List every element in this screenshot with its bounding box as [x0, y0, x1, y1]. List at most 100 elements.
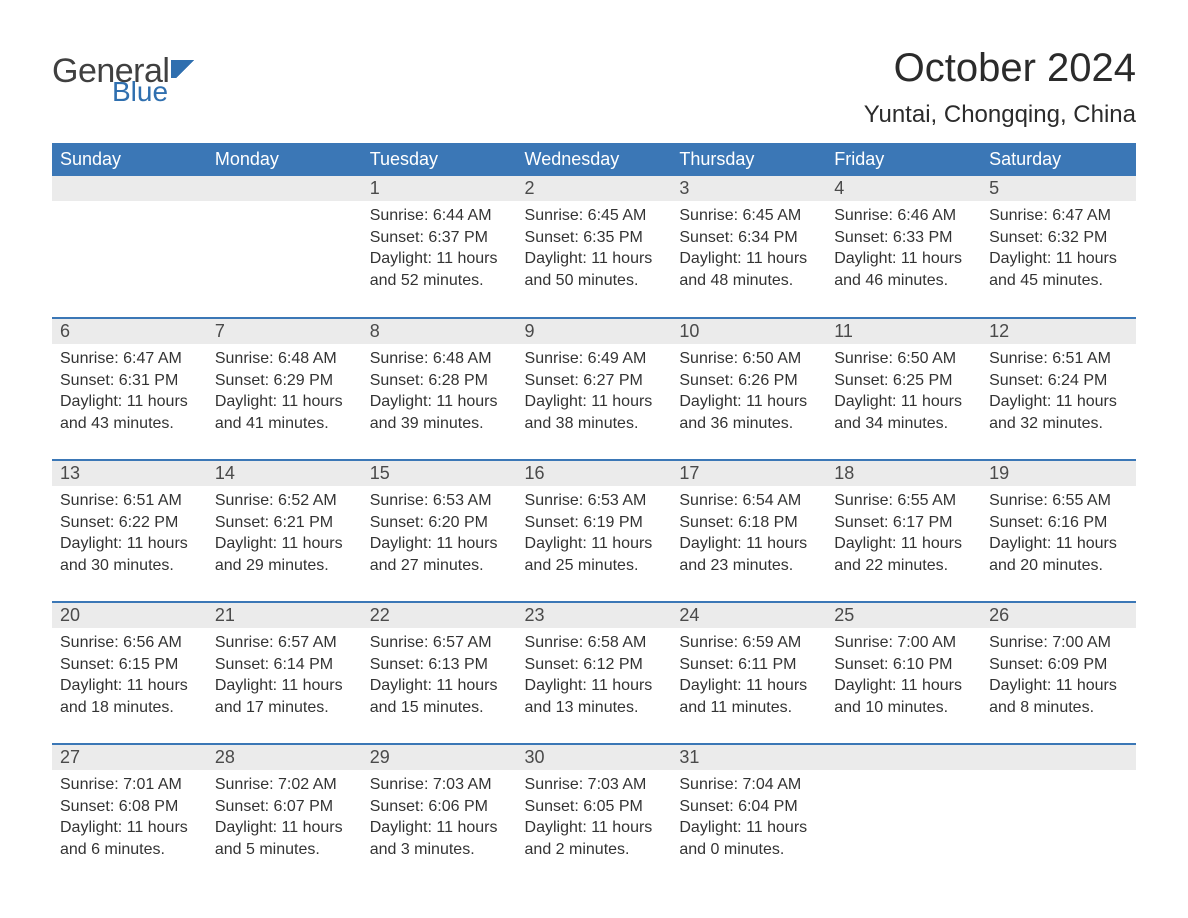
day-data: Sunrise: 6:55 AMSunset: 6:16 PMDaylight:…	[981, 486, 1136, 584]
daylight-line-1: Daylight: 11 hours	[60, 675, 199, 697]
sunrise-line: Sunrise: 6:57 AM	[370, 632, 509, 654]
daylight-line-1: Daylight: 11 hours	[215, 675, 354, 697]
sunrise-line: Sunrise: 6:45 AM	[525, 205, 664, 227]
sunrise-line: Sunrise: 7:03 AM	[525, 774, 664, 796]
weekday-header: Tuesday	[362, 143, 517, 176]
calendar-day-cell	[52, 176, 207, 318]
calendar-day-cell	[826, 744, 981, 886]
day-data: Sunrise: 6:57 AMSunset: 6:13 PMDaylight:…	[362, 628, 517, 726]
calendar-day-cell: 24 Sunrise: 6:59 AMSunset: 6:11 PMDayligh…	[671, 602, 826, 744]
daylight-line-2: and 15 minutes.	[370, 697, 509, 719]
day-number: 18	[826, 461, 981, 486]
day-data: Sunrise: 6:51 AMSunset: 6:24 PMDaylight:…	[981, 344, 1136, 442]
daylight-line-1: Daylight: 11 hours	[60, 391, 199, 413]
sunset-line: Sunset: 6:11 PM	[679, 654, 818, 676]
calendar-day-cell	[981, 744, 1136, 886]
weekday-header: Wednesday	[517, 143, 672, 176]
sunrise-line: Sunrise: 6:56 AM	[60, 632, 199, 654]
daylight-line-2: and 6 minutes.	[60, 839, 199, 861]
weekday-header: Saturday	[981, 143, 1136, 176]
day-number: 4	[826, 176, 981, 201]
sunrise-line: Sunrise: 6:45 AM	[679, 205, 818, 227]
day-data: Sunrise: 6:46 AMSunset: 6:33 PMDaylight:…	[826, 201, 981, 299]
sunset-line: Sunset: 6:34 PM	[679, 227, 818, 249]
day-data: Sunrise: 6:48 AMSunset: 6:28 PMDaylight:…	[362, 344, 517, 442]
day-number: 2	[517, 176, 672, 201]
calendar-day-cell: 26Sunrise: 7:00 AMSunset: 6:09 PMDayligh…	[981, 602, 1136, 744]
sunset-line: Sunset: 6:16 PM	[989, 512, 1128, 534]
day-data: Sunrise: 6:51 AMSunset: 6:22 PMDaylight:…	[52, 486, 207, 584]
calendar-day-cell: 10Sunrise: 6:50 AMSunset: 6:26 PMDayligh…	[671, 318, 826, 460]
day-number: 14	[207, 461, 362, 486]
sunset-line: Sunset: 6:37 PM	[370, 227, 509, 249]
sunrise-line: Sunrise: 6:55 AM	[989, 490, 1128, 512]
calendar-day-cell: 30Sunrise: 7:03 AMSunset: 6:05 PMDayligh…	[517, 744, 672, 886]
daylight-line-2: and 8 minutes.	[989, 697, 1128, 719]
sunrise-line: Sunrise: 6:54 AM	[679, 490, 818, 512]
calendar-day-cell: 6Sunrise: 6:47 AMSunset: 6:31 PMDaylight…	[52, 318, 207, 460]
day-data: Sunrise: 7:04 AMSunset: 6:04 PMDaylight:…	[671, 770, 826, 868]
weekday-header: Friday	[826, 143, 981, 176]
day-number: 22	[362, 603, 517, 628]
sunset-line: Sunset: 6:19 PM	[525, 512, 664, 534]
daylight-line-2: and 0 minutes.	[679, 839, 818, 861]
calendar-day-cell: 31Sunrise: 7:04 AMSunset: 6:04 PMDayligh…	[671, 744, 826, 886]
location: Yuntai, Chongqing, China	[864, 101, 1136, 129]
calendar-day-cell: 17Sunrise: 6:54 AMSunset: 6:18 PMDayligh…	[671, 460, 826, 602]
day-number: 13	[52, 461, 207, 486]
daylight-line-2: and 43 minutes.	[60, 413, 199, 435]
daylight-line-1: Daylight: 11 hours	[679, 675, 818, 697]
day-data: Sunrise: 7:00 AMSunset: 6:09 PMDaylight:…	[981, 628, 1136, 726]
calendar-day-cell: 22Sunrise: 6:57 AMSunset: 6:13 PMDayligh…	[362, 602, 517, 744]
day-number: 29	[362, 745, 517, 770]
calendar-day-cell: 7Sunrise: 6:48 AMSunset: 6:29 PMDaylight…	[207, 318, 362, 460]
calendar-day-cell: 27Sunrise: 7:01 AMSunset: 6:08 PMDayligh…	[52, 744, 207, 886]
sunrise-line: Sunrise: 6:44 AM	[370, 205, 509, 227]
day-data: Sunrise: 7:02 AMSunset: 6:07 PMDaylight:…	[207, 770, 362, 868]
sunrise-line: Sunrise: 6:47 AM	[989, 205, 1128, 227]
calendar-day-cell: 29Sunrise: 7:03 AMSunset: 6:06 PMDayligh…	[362, 744, 517, 886]
daylight-line-2: and 3 minutes.	[370, 839, 509, 861]
sunrise-line: Sunrise: 6:50 AM	[834, 348, 973, 370]
day-data: Sunrise: 6:53 AMSunset: 6:19 PMDaylight:…	[517, 486, 672, 584]
weekday-header: Monday	[207, 143, 362, 176]
day-data: Sunrise: 6:50 AMSunset: 6:26 PMDaylight:…	[671, 344, 826, 442]
calendar-week-row: 13Sunrise: 6:51 AMSunset: 6:22 PMDayligh…	[52, 460, 1136, 602]
day-data: Sunrise: 6:44 AMSunset: 6:37 PMDaylight:…	[362, 201, 517, 299]
daylight-line-2: and 45 minutes.	[989, 270, 1128, 292]
day-number: 24	[671, 603, 826, 628]
daylight-line-1: Daylight: 11 hours	[834, 391, 973, 413]
day-number: 3	[671, 176, 826, 201]
day-data: Sunrise: 7:00 AMSunset: 6:10 PMDaylight:…	[826, 628, 981, 726]
title-block: October 2024 Yuntai, Chongqing, China	[864, 46, 1136, 139]
sunset-line: Sunset: 6:18 PM	[679, 512, 818, 534]
sunset-line: Sunset: 6:07 PM	[215, 796, 354, 818]
sunrise-line: Sunrise: 6:53 AM	[525, 490, 664, 512]
sunset-line: Sunset: 6:08 PM	[60, 796, 199, 818]
daylight-line-2: and 22 minutes.	[834, 555, 973, 577]
sunrise-line: Sunrise: 6:59 AM	[679, 632, 818, 654]
sunrise-line: Sunrise: 6:58 AM	[525, 632, 664, 654]
sunset-line: Sunset: 6:29 PM	[215, 370, 354, 392]
weekday-header: Thursday	[671, 143, 826, 176]
sunrise-line: Sunrise: 7:04 AM	[679, 774, 818, 796]
day-number: 8	[362, 319, 517, 344]
sunset-line: Sunset: 6:13 PM	[370, 654, 509, 676]
sunset-line: Sunset: 6:14 PM	[215, 654, 354, 676]
daylight-line-2: and 52 minutes.	[370, 270, 509, 292]
day-data: Sunrise: 6:48 AMSunset: 6:29 PMDaylight:…	[207, 344, 362, 442]
calendar-day-cell: 11Sunrise: 6:50 AMSunset: 6:25 PMDayligh…	[826, 318, 981, 460]
sunrise-line: Sunrise: 6:52 AM	[215, 490, 354, 512]
day-number: 25	[826, 603, 981, 628]
daylight-line-1: Daylight: 11 hours	[370, 675, 509, 697]
day-number: 30	[517, 745, 672, 770]
sunset-line: Sunset: 6:27 PM	[525, 370, 664, 392]
day-number	[207, 176, 362, 201]
daylight-line-2: and 39 minutes.	[370, 413, 509, 435]
month-title: October 2024	[864, 46, 1136, 91]
daylight-line-2: and 38 minutes.	[525, 413, 664, 435]
sunrise-line: Sunrise: 6:47 AM	[60, 348, 199, 370]
daylight-line-1: Daylight: 11 hours	[834, 248, 973, 270]
logo-flag-icon	[171, 60, 199, 78]
sunset-line: Sunset: 6:15 PM	[60, 654, 199, 676]
